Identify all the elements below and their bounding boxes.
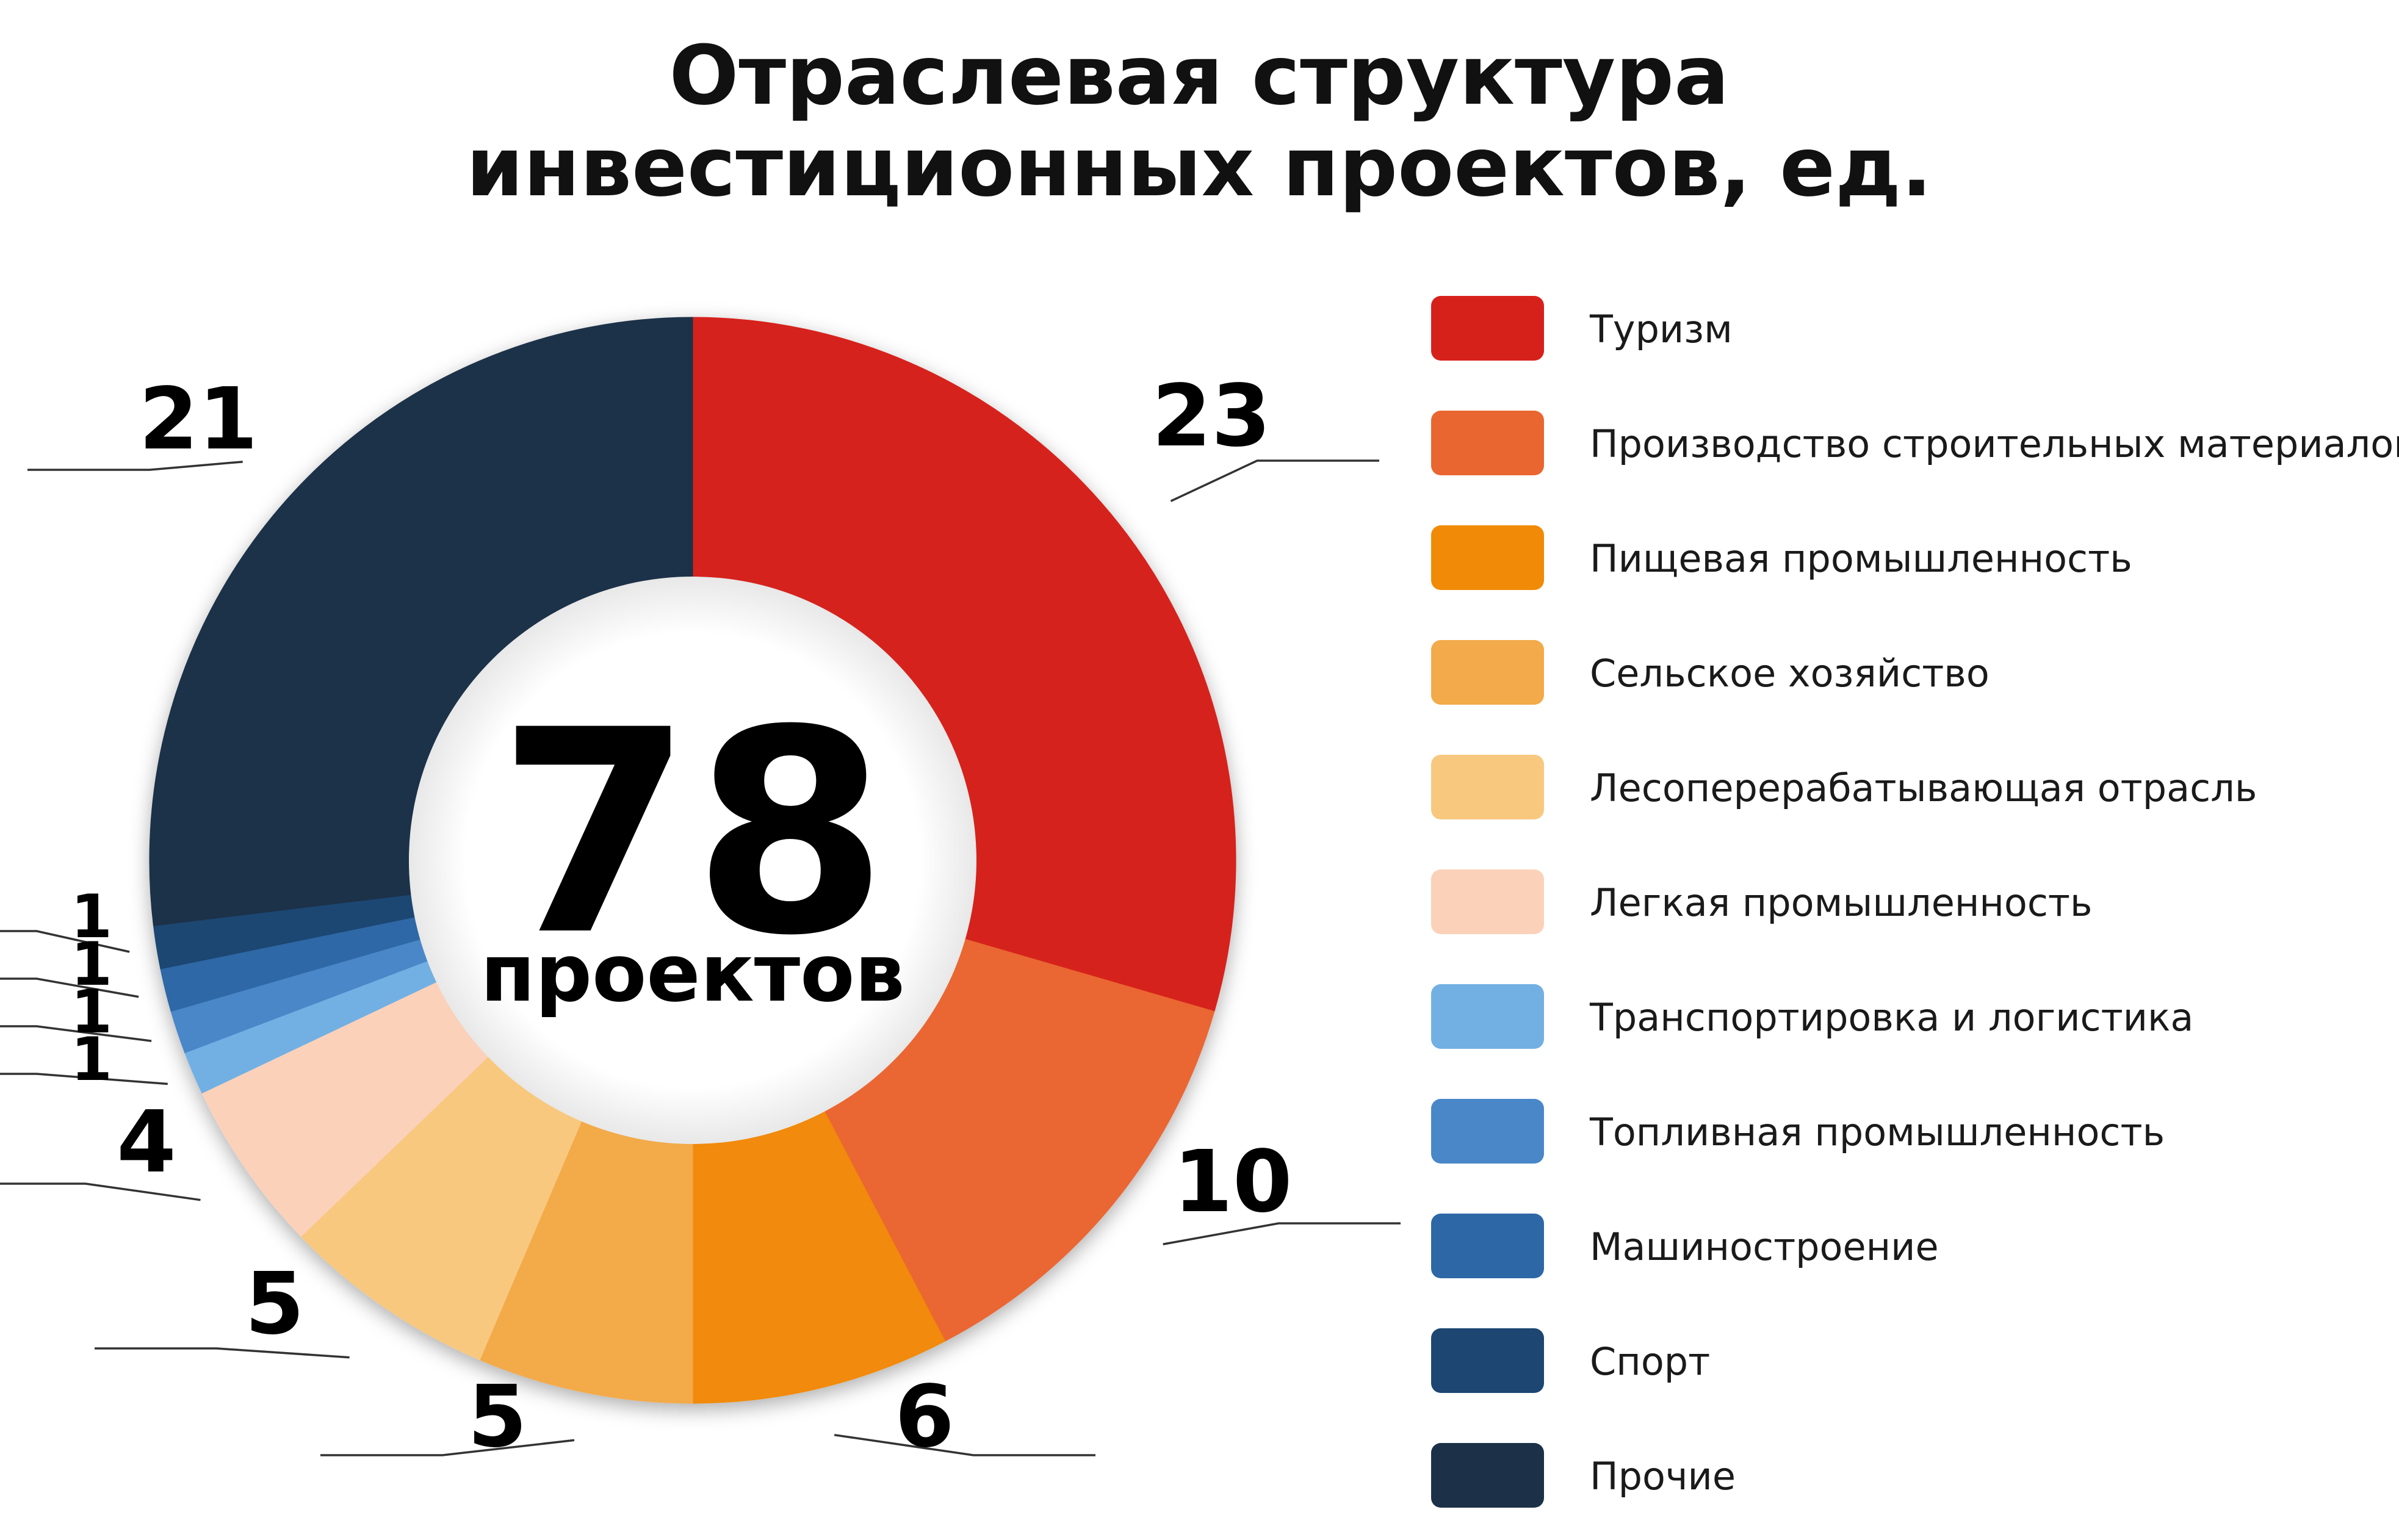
- slice-value-label: 1: [71, 977, 112, 1047]
- legend-label: Пищевая промышленность: [1590, 536, 2132, 581]
- leader-line: [0, 930, 130, 953]
- donut-slices: [149, 317, 1236, 1404]
- center-total: 78: [497, 671, 888, 997]
- slice-value-label: 5: [245, 1254, 304, 1354]
- legend-swatch: [1431, 1443, 1544, 1508]
- legend-label: Туризм: [1589, 307, 1733, 351]
- legend-label: Транспортировка и логистика: [1589, 995, 2193, 1040]
- leader-lines: [0, 459, 1401, 1456]
- legend-swatch: [1431, 1099, 1544, 1164]
- legend-swatch: [1431, 755, 1544, 819]
- center-unit: проектов: [480, 927, 905, 1020]
- legend-swatch: [1431, 296, 1544, 361]
- slice-value-label: 5: [467, 1367, 527, 1467]
- legend-swatch: [1431, 640, 1544, 705]
- slice-value-label: 4: [117, 1093, 176, 1192]
- slice-value-label: 23: [1152, 367, 1271, 466]
- leader-line: [1163, 1222, 1401, 1246]
- legend-swatch: [1431, 984, 1544, 1049]
- leader-line: [0, 977, 139, 998]
- legend-label: Топливная промышленность: [1589, 1110, 2165, 1154]
- leader-line: [834, 1434, 1095, 1456]
- chart-title-line-1: Отраслевая структура: [669, 28, 1730, 123]
- legend-swatch: [1431, 411, 1544, 475]
- legend-label: Прочие: [1590, 1454, 1736, 1499]
- leader-line: [0, 1025, 152, 1042]
- legend-swatch: [1431, 1328, 1544, 1393]
- leader-line: [0, 1073, 168, 1085]
- slice-value-label: 1: [71, 930, 112, 999]
- legend-swatch: [1431, 869, 1544, 934]
- legend-swatch: [1431, 525, 1544, 590]
- slice-value-label: 1: [71, 882, 112, 952]
- legend-label: Лесоперерабатывающая отрасль: [1590, 766, 2257, 810]
- chart-title-line-2: инвестиционных проектов, ед.: [466, 120, 1932, 215]
- slice-value-label: 1: [71, 1025, 112, 1095]
- legend-swatch: [1431, 1214, 1544, 1278]
- legend-label: Сельское хозяйство: [1590, 651, 1990, 696]
- legend: Туризм Производство строительных материал…: [1431, 296, 2399, 1508]
- leader-line: [0, 1182, 201, 1201]
- leader-line: [95, 1347, 350, 1359]
- legend-label: Спорт: [1590, 1339, 1710, 1384]
- slice-value-label: 21: [139, 370, 258, 469]
- leader-line: [27, 461, 243, 471]
- leader-line: [1170, 459, 1379, 502]
- leader-line: [320, 1439, 575, 1456]
- legend-label: Производство строительных материалов: [1590, 422, 2399, 466]
- legend-label: Легкая промышленность: [1590, 880, 2093, 925]
- slice-value-label: 6: [895, 1367, 954, 1467]
- legend-label: Машиностроение: [1590, 1225, 1939, 1269]
- donut-hole: [409, 577, 976, 1144]
- slice-value-label: 10: [1174, 1132, 1293, 1232]
